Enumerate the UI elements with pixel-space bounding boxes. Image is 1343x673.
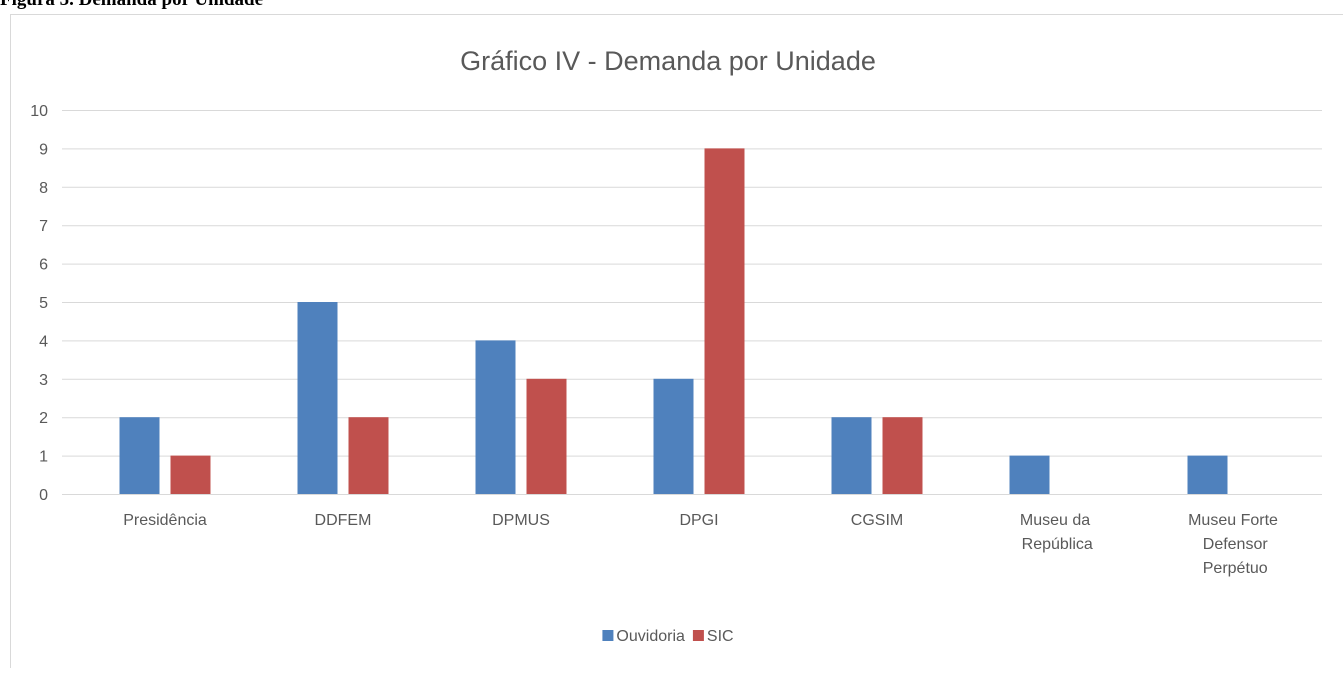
- y-tick-label: 8: [39, 180, 48, 197]
- y-tick-label: 4: [39, 333, 48, 350]
- y-tick-label: 10: [30, 103, 48, 120]
- bar: [349, 417, 389, 494]
- bar: [883, 417, 923, 494]
- y-tick-label: 7: [39, 218, 48, 235]
- bar: [171, 456, 211, 494]
- x-tick-label: DPGI: [679, 512, 718, 529]
- legend-swatch: [602, 630, 613, 641]
- bar: [832, 417, 872, 494]
- x-tick-label: Museu Forte Defensor Perpétuo: [1188, 512, 1278, 577]
- x-tick-label: DPMUS: [492, 512, 550, 529]
- bar: [527, 379, 567, 494]
- bar: [654, 379, 694, 494]
- y-tick-label: 9: [39, 141, 48, 158]
- x-tick-label: DDFEM: [315, 512, 372, 529]
- bar: [120, 417, 160, 494]
- y-tick-label: 0: [39, 487, 48, 504]
- y-tick-label: 3: [39, 372, 48, 389]
- y-tick-label: 6: [39, 257, 48, 274]
- bar: [298, 302, 338, 494]
- x-tick-label: Presidência: [123, 512, 207, 529]
- legend-swatch: [693, 630, 704, 641]
- bar: [705, 148, 745, 494]
- chart-title: Gráfico IV - Demanda por Unidade: [460, 46, 876, 76]
- legend-label: SIC: [707, 628, 734, 645]
- y-tick-label: 5: [39, 295, 48, 312]
- y-tick-label: 1: [39, 449, 48, 466]
- bar: [1188, 456, 1228, 494]
- bar: [1010, 456, 1050, 494]
- legend: Ouvidoria SIC: [602, 628, 733, 645]
- bar: [476, 340, 516, 494]
- figure-caption: Figura 5. Demanda por Unidade: [0, 0, 263, 10]
- x-tick-label: CGSIM: [851, 512, 903, 529]
- y-tick-label: 2: [39, 410, 48, 427]
- legend-label: Ouvidoria: [616, 628, 685, 645]
